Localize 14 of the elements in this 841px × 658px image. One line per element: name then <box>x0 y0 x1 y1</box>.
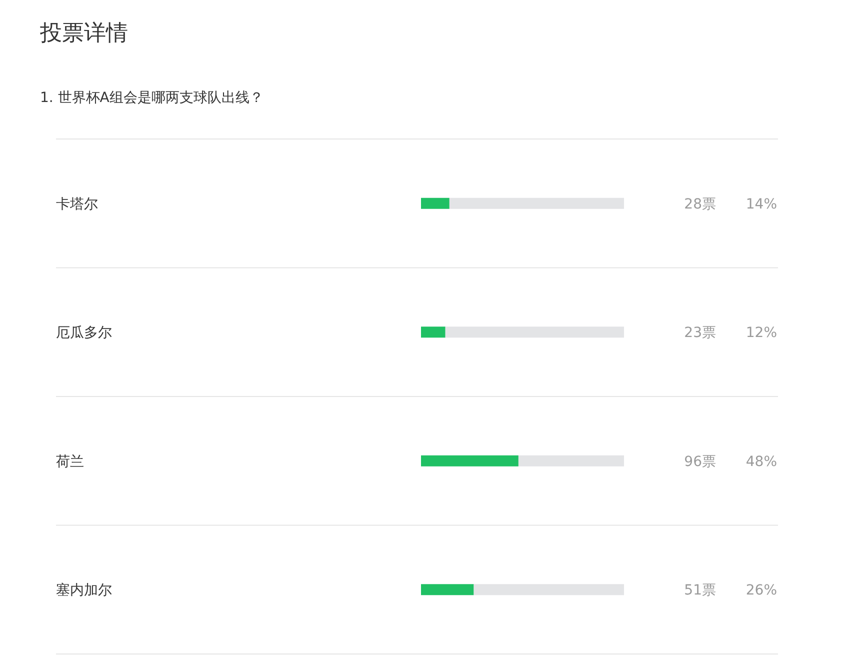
category-label: 厄瓜多尔 <box>56 325 112 342</box>
category-label: 荷兰 <box>56 454 84 470</box>
data-label: 26% <box>746 582 777 599</box>
subtitle: 1. 世界杯A组会是哪两支球队出线？ <box>40 90 264 106</box>
data-label: 14% <box>746 196 777 212</box>
annotation: 23票 <box>684 325 716 342</box>
annotation: 96票 <box>684 454 716 470</box>
category-label: 卡塔尔 <box>56 196 98 212</box>
annotation: 51票 <box>684 582 716 599</box>
annotation: 28票 <box>684 196 716 212</box>
data-label: 12% <box>746 325 777 342</box>
title: 投票详情 <box>40 21 128 46</box>
data-label: 48% <box>746 454 777 470</box>
category-label: 塞内加尔 <box>56 582 112 599</box>
